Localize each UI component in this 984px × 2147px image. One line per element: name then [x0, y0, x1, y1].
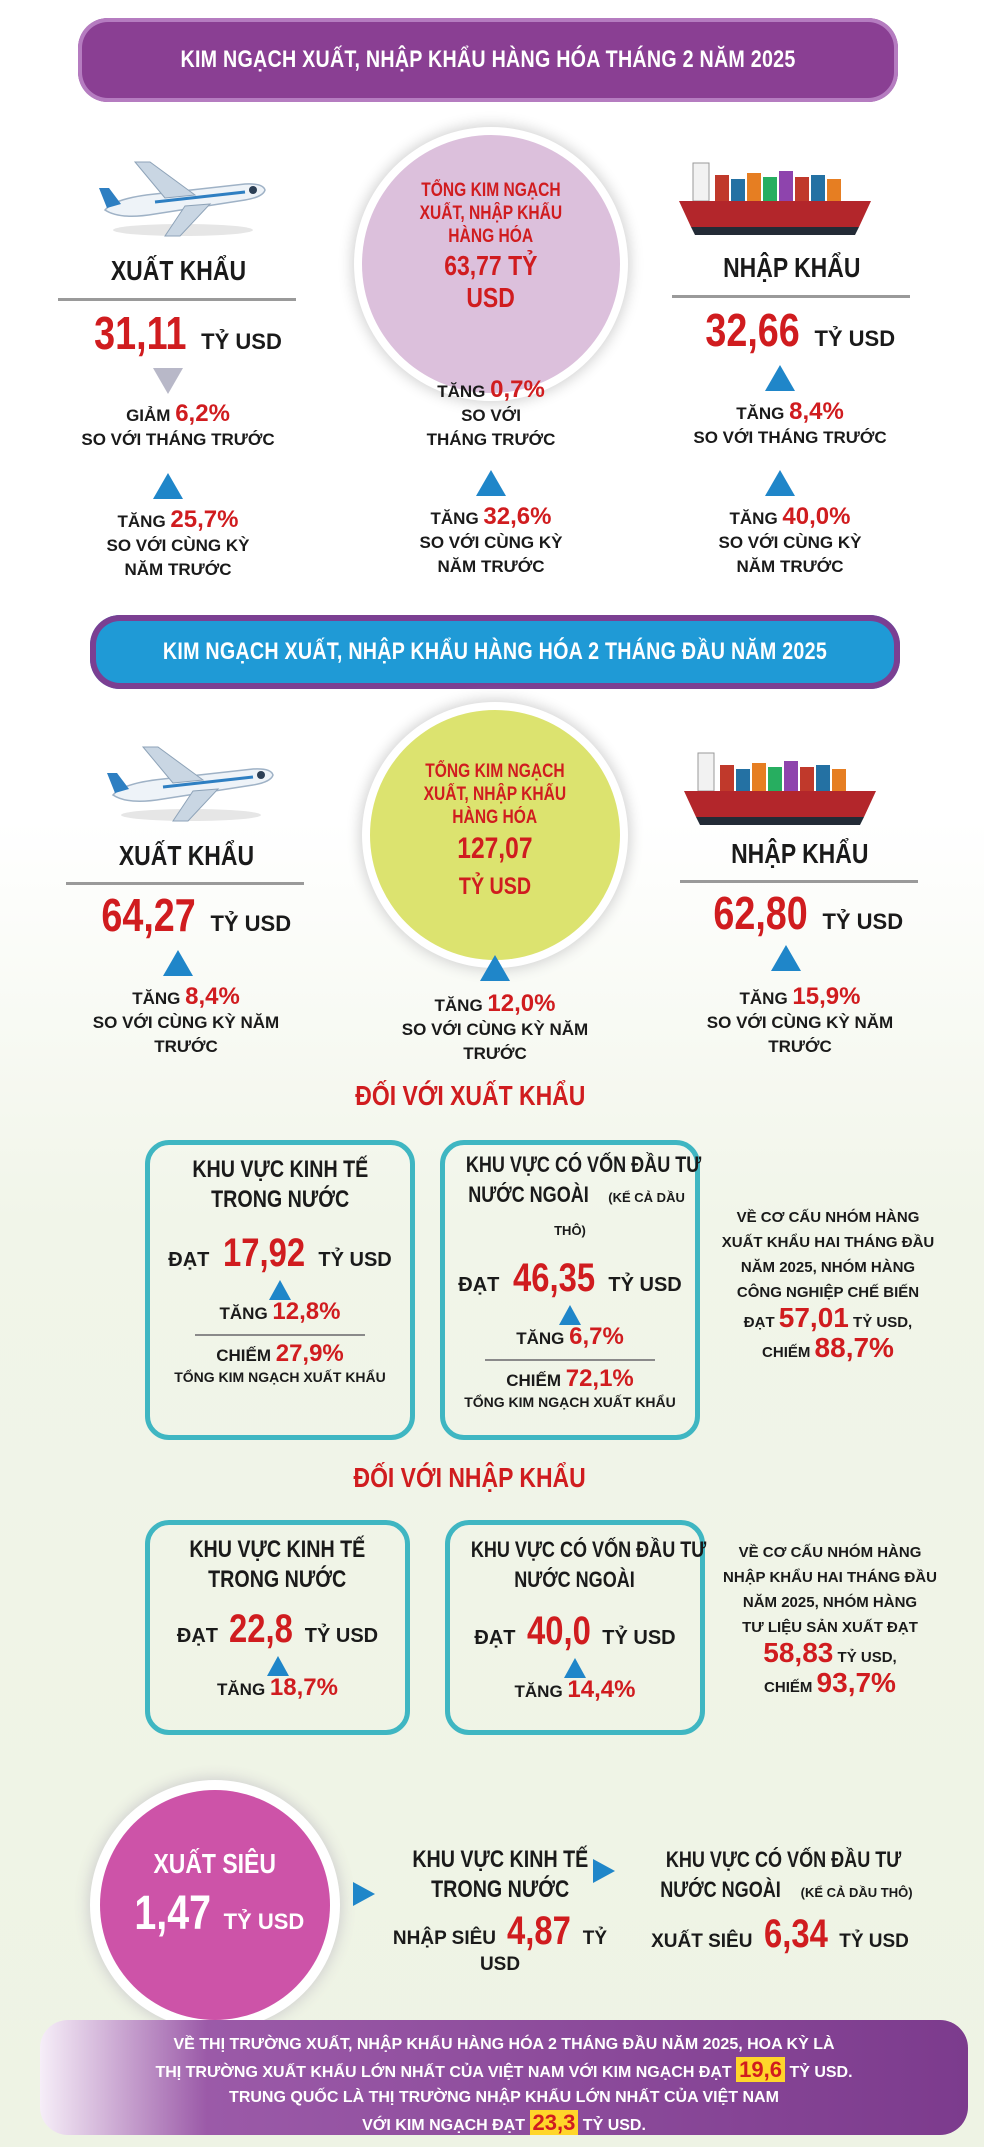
banner-february-title: KIM NGẠCH XUẤT, NHẬP KHẨU HÀNG HÓA THÁNG…	[180, 46, 796, 73]
export-fdi-box	[440, 1140, 700, 1440]
export-value-row-feb: 31,11 TỶ USD	[58, 306, 308, 360]
imports-section-title: ĐỐI VỚI NHẬP KHẨU	[353, 1462, 587, 1493]
triangle-up-icon	[153, 473, 183, 499]
domestic-deficit-value: 4,87	[507, 1909, 572, 1953]
import-heading-2m: NHẬP KHẨU	[731, 838, 869, 869]
triangle-up-icon	[559, 1305, 581, 1325]
import-domestic-value: 22,8	[229, 1607, 294, 1651]
total-unit-2m: TỶ USD	[458, 873, 532, 900]
total-change-2m: TĂNG 12,0% SO VỚI CÙNG KỲ NĂM TRƯỚC	[401, 990, 589, 1064]
export-change-2m: TĂNG 8,4% SO VỚI CÙNG KỲ NĂM TRƯỚC	[92, 983, 280, 1057]
export-value-row-2m: 64,27 TỶ USD	[66, 888, 316, 942]
export-change2-feb: TĂNG 25,7% SO VỚI CÙNG KỲ NĂM TRƯỚC	[106, 506, 250, 580]
import-fdi-box	[445, 1520, 705, 1735]
total-circle-2m: TỔNG KIM NGẠCH XUẤT, NHẬP KHẨU HÀNG HÓA …	[370, 710, 620, 960]
footer-market-note: VỀ THỊ TRƯỜNG XUẤT, NHẬP KHẨU HÀNG HÓA 2…	[40, 2020, 968, 2135]
airplane-icon	[99, 161, 266, 237]
import-rule-feb	[672, 295, 910, 298]
china-import-value: 23,3	[529, 2110, 579, 2135]
triangle-up-icon	[564, 1658, 586, 1678]
import-structure-note: VỀ CƠ CẤU NHÓM HÀNG NHẬP KHẨU HAI THÁNG Đ…	[723, 1544, 937, 1698]
triangle-up-icon	[266, 1656, 289, 1676]
import-value-row-2m: 62,80 TỶ USD	[678, 886, 928, 940]
export-structure-note: VỀ CƠ CẤU NHÓM HÀNG XUẤT KHẨU HAI THÁNG Đ…	[721, 1209, 935, 1363]
import-value-2m: 62,80	[713, 887, 808, 939]
cargo-ship-icon	[684, 752, 876, 825]
export-unit-feb: TỶ USD	[201, 329, 282, 354]
import-fdi-content: KHU VỰC CÓ VỐN ĐẦU TƯ NƯỚC NGOÀI ĐẠT 40,0…	[470, 1537, 707, 1703]
triangle-up-icon	[476, 470, 506, 496]
import-value-row-feb: 32,66 TỶ USD	[670, 303, 920, 357]
triangle-up-icon	[269, 1280, 291, 1300]
banner-february: KIM NGẠCH XUẤT, NHẬP KHẨU HÀNG HÓA THÁNG…	[78, 18, 898, 102]
trade-surplus-value: 1,47	[134, 1887, 211, 1940]
export-rule-2m	[66, 882, 304, 885]
banner-two-months-title: KIM NGẠCH XUẤT, NHẬP KHẨU HÀNG HÓA 2 THÁ…	[162, 638, 828, 665]
triangle-down-icon	[153, 368, 183, 394]
export-unit-2m: TỶ USD	[210, 911, 292, 936]
airplane-icon	[107, 746, 274, 822]
trade-surplus-circle: XUẤT SIÊU 1,47 TỶ USD	[100, 1790, 330, 2020]
triangle-up-icon	[765, 365, 795, 391]
export-domestic-value: 17,92	[222, 1231, 305, 1275]
export-value-feb: 31,11	[94, 307, 187, 359]
export-fdi-value: 46,35	[512, 1256, 595, 1300]
import-change2-feb: TĂNG 40,0% SO VỚI CÙNG KỲ NĂM TRƯỚC	[718, 503, 862, 577]
import-domestic-box	[145, 1520, 410, 1735]
import-change-2m: TĂNG 15,9% SO VỚI CÙNG KỲ NĂM TRƯỚC	[706, 983, 894, 1057]
total-change1-feb: TĂNG 0,7% SO VỚI THÁNG TRƯỚC	[426, 376, 556, 450]
export-domestic-content: KHU VỰC KINH TẾ TRONG NƯỚC ĐẠT 17,92 TỶ U…	[168, 1156, 392, 1385]
banner-two-months: KIM NGẠCH XUẤT, NHẬP KHẨU HÀNG HÓA 2 THÁ…	[90, 615, 900, 689]
import-domestic-content: KHU VỰC KINH TẾ TRONG NƯỚC ĐẠT 22,8 TỶ US…	[176, 1536, 379, 1701]
arrow-right-icon	[353, 1882, 375, 1906]
arrow-right-icon	[593, 1859, 615, 1883]
total-circle-feb: TỔNG KIM NGẠCH XUẤT, NHẬP KHẨU HÀNG HÓA …	[362, 135, 620, 393]
export-heading-2m: XUẤT KHẨU	[118, 840, 254, 871]
import-unit-feb: TỶ USD	[814, 326, 896, 351]
fdi-surplus-value: 6,34	[763, 1912, 828, 1956]
exports-section-title: ĐỐI VỚI XUẤT KHẨU	[354, 1080, 586, 1111]
surplus-fdi: KHU VỰC CÓ VỐN ĐẦU TƯ NƯỚC NGOÀI (KỂ CẢ …	[651, 1847, 913, 1956]
total-change2-feb: TĂNG 32,6% SO VỚI CÙNG KỲ NĂM TRƯỚC	[419, 503, 563, 577]
cargo-ship-icon	[679, 162, 871, 235]
triangle-up-icon	[765, 470, 795, 496]
triangle-up-icon	[480, 955, 510, 981]
import-change1-feb: TĂNG 8,4% SO VỚI THÁNG TRƯỚC	[693, 398, 887, 448]
us-export-value: 19,6	[736, 2057, 785, 2082]
export-value-2m: 64,27	[101, 889, 196, 941]
export-heading-feb: XUẤT KHẨU	[110, 255, 246, 286]
import-value-feb: 32,66	[705, 304, 800, 356]
triangle-up-icon	[163, 950, 193, 976]
total-unit-feb: USD	[466, 282, 516, 313]
export-rule-feb	[58, 298, 296, 301]
import-fdi-value: 40,0	[526, 1609, 591, 1653]
import-heading-feb: NHẬP KHẨU	[723, 252, 861, 283]
surplus-domestic: KHU VỰC KINH TẾ TRONG NƯỚC NHẬP SIÊU 4,87…	[392, 1846, 608, 1975]
export-fdi-content: KHU VỰC CÓ VỐN ĐẦU TƯ NƯỚC NGOÀI (KỂ CẢ …	[458, 1152, 702, 1410]
import-unit-2m: TỶ USD	[822, 909, 904, 934]
export-change1-feb: GIẢM 6,2% SO VỚI THÁNG TRƯỚC	[81, 400, 275, 450]
import-rule-2m	[680, 880, 918, 883]
total-value-feb: 63,77 TỶ	[444, 250, 538, 281]
total-value-2m: 127,07	[457, 832, 533, 865]
export-domestic-box	[145, 1140, 415, 1440]
triangle-up-icon	[771, 945, 801, 971]
